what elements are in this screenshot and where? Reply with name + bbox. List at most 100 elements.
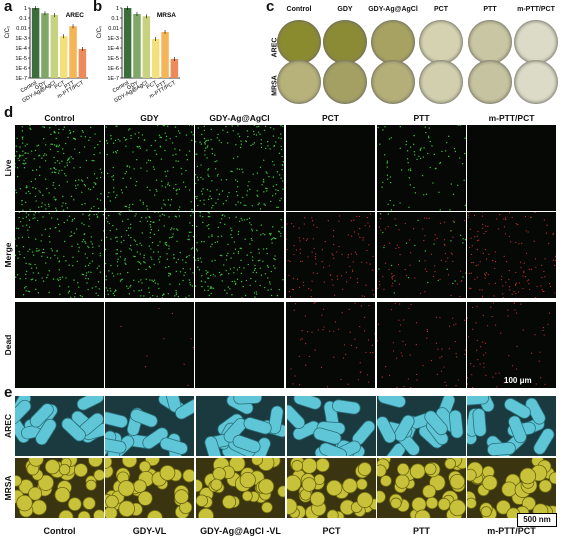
- panel-label-d: d: [4, 104, 14, 121]
- y-tick-label: 0.01: [16, 26, 27, 32]
- sem-image: [467, 396, 556, 456]
- x-tick-label: PTT: [156, 80, 169, 91]
- y-tick-label: 1E-7: [15, 76, 27, 82]
- panel-d-column-header: m-PTT/PCT: [488, 113, 535, 123]
- fluorescence-image: [286, 302, 375, 388]
- y-tick-label: 0.1: [19, 16, 27, 22]
- panel-label-e: e: [4, 384, 13, 401]
- agar-plate: [419, 20, 463, 64]
- bar: [41, 13, 49, 78]
- fluorescence-image: [105, 302, 194, 388]
- panel-c-column-header: Control: [286, 6, 312, 13]
- panel-e-column-label: PCT: [322, 526, 341, 536]
- sem-image: [196, 396, 285, 456]
- bar: [123, 8, 132, 78]
- bar: [151, 38, 160, 78]
- fluorescence-image: [467, 125, 556, 211]
- x-tick-label: GDY: [126, 80, 140, 91]
- agar-plate: [419, 60, 463, 104]
- panel-c-column-header: GDY: [337, 6, 353, 13]
- sem-image: [196, 458, 285, 518]
- agar-plate: [371, 20, 415, 64]
- bar: [142, 16, 151, 78]
- panel-d-scalebar-label: 100 μm: [504, 376, 532, 385]
- y-tick-label: 1E-3: [15, 36, 27, 42]
- y-axis-label: C/C₀: [97, 25, 103, 38]
- fluorescence-image: [195, 302, 284, 388]
- y-tick-label: 1E-5: [107, 56, 119, 62]
- agar-plate: [468, 20, 512, 64]
- bar: [161, 31, 169, 78]
- sem-image: [287, 396, 376, 456]
- fluorescence-image: [195, 125, 284, 211]
- y-tick-label: 0.01: [108, 26, 119, 32]
- y-tick-label: 1E-7: [107, 76, 119, 82]
- agar-plate: [277, 20, 321, 64]
- x-tick-label: PTT: [64, 80, 77, 91]
- chart-a: 10.10.011E-31E-41E-51E-61E-7C/C₀ARECCont…: [5, 6, 88, 104]
- sem-image: [287, 458, 376, 518]
- y-axis-label: C/C₀: [5, 25, 11, 38]
- chart-title: MRSA: [157, 12, 176, 19]
- panel-e-row-label: AREC: [3, 413, 13, 439]
- fluorescence-image: [377, 212, 466, 298]
- y-tick-label: 1E-6: [107, 66, 119, 72]
- bar: [69, 26, 77, 78]
- fluorescence-image: [286, 125, 375, 211]
- panel-e-column-label: GDY-VL: [132, 526, 167, 536]
- x-tick-label: PCT: [54, 80, 67, 91]
- panel-e-column-label: Control: [43, 526, 76, 536]
- panel-d-column-header: PCT: [322, 113, 339, 123]
- fluorescence-image: [105, 212, 194, 298]
- bar: [31, 8, 40, 78]
- panel-e-row-label: MRSA: [3, 475, 13, 501]
- sem-image: [377, 396, 466, 456]
- agar-plate: [323, 60, 367, 104]
- fluorescence-image: [377, 302, 466, 388]
- sem-image: [467, 458, 556, 518]
- y-tick-label: 1E-5: [15, 56, 27, 62]
- panel-label-c: c: [266, 0, 275, 15]
- fluorescence-image: [15, 302, 104, 388]
- chart-title: AREC: [66, 12, 85, 19]
- panel-d-row-label: Live: [3, 159, 13, 177]
- bar: [170, 58, 179, 78]
- panel-e-column-label: m-PTT/PCT: [487, 526, 536, 536]
- agar-plate: [514, 20, 558, 64]
- y-tick-label: 1: [24, 6, 27, 12]
- panel-d-column-header: PTT: [413, 113, 430, 123]
- panel-c-column-header: PCT: [434, 6, 448, 13]
- panel-d-column-header: GDY: [140, 113, 159, 123]
- fluorescence-image: [377, 125, 466, 211]
- y-tick-label: 1E-4: [15, 46, 27, 52]
- agar-plate: [371, 60, 415, 104]
- sem-image: [15, 396, 104, 456]
- bar: [50, 14, 59, 78]
- panel-d-scalebar-line: [510, 390, 552, 392]
- sem-image: [377, 458, 466, 518]
- x-tick-label: PCT: [146, 80, 159, 91]
- y-tick-label: 1E-3: [107, 36, 119, 42]
- y-tick-label: 0.1: [111, 16, 119, 22]
- panel-c-column-header: GDY-Ag@AgCl: [368, 6, 418, 13]
- panel-label-b: b: [93, 0, 103, 15]
- panel-label-a: a: [4, 0, 13, 15]
- panel-e-column-label: PTT: [413, 526, 430, 536]
- fluorescence-image: [286, 212, 375, 298]
- bar: [78, 48, 87, 78]
- y-tick-label: 1E-4: [107, 46, 119, 52]
- panel-c-column-header: PTT: [483, 6, 497, 13]
- agar-plate: [277, 60, 321, 104]
- fluorescence-image: [15, 212, 104, 298]
- panel-e-column-label: GDY-Ag@AgCl -VL: [200, 526, 281, 536]
- bar: [133, 14, 141, 79]
- y-tick-label: 1: [116, 6, 119, 12]
- sem-image: [15, 458, 104, 518]
- bar: [59, 36, 68, 78]
- fluorescence-image: [195, 212, 284, 298]
- fluorescence-image: [105, 125, 194, 211]
- x-tick-label: GDY: [34, 80, 48, 91]
- panel-c-column-header: m-PTT/PCT: [517, 6, 555, 13]
- panel-e-scalebar: 500 nm: [517, 513, 557, 527]
- agar-plate: [323, 20, 367, 64]
